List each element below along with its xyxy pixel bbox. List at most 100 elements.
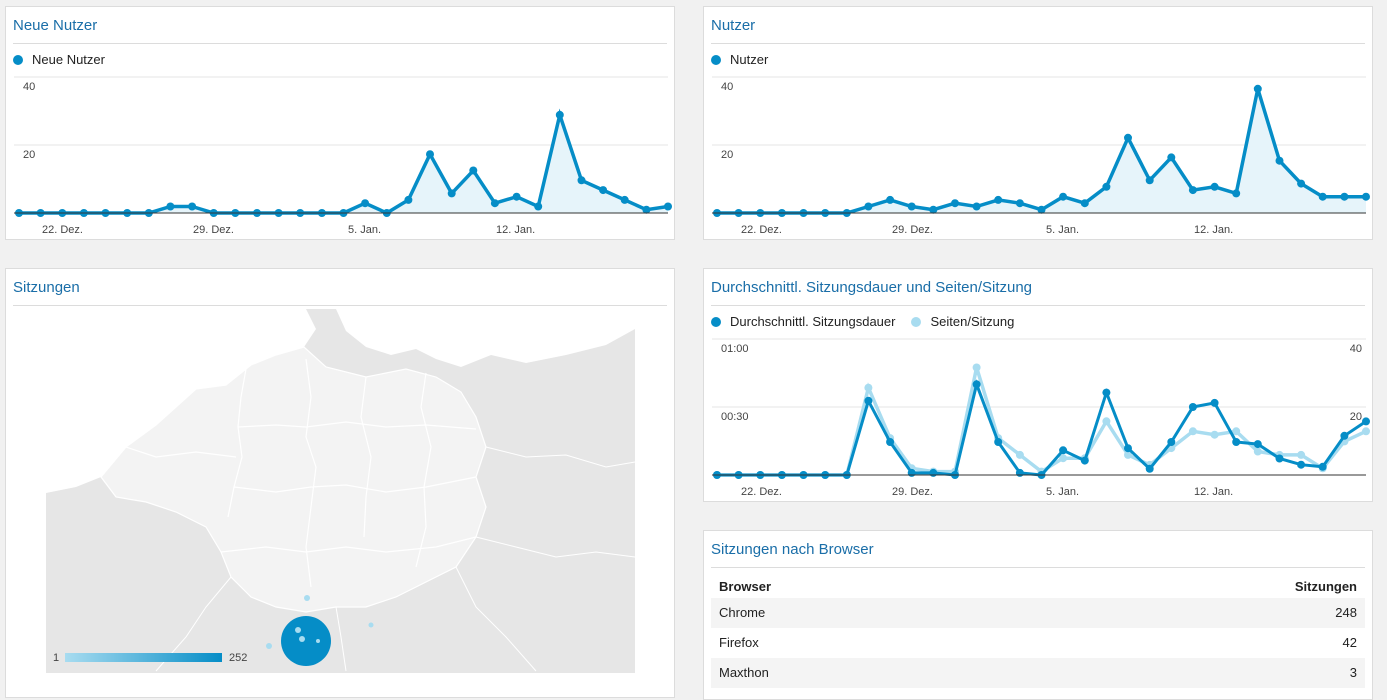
data-point (1015, 199, 1024, 208)
data-point (864, 383, 873, 392)
data-point (1102, 388, 1111, 397)
legend-label: Durchschnittl. Sitzungsdauer (730, 314, 896, 329)
data-point (1188, 186, 1197, 195)
widget-title[interactable]: Durchschnittl. Sitzungsdauer und Seiten/… (711, 279, 1033, 296)
browser-name[interactable]: Maxthon (719, 665, 769, 680)
table-row[interactable]: Maxthon 3 (711, 658, 1365, 688)
legend-dot-icon (711, 54, 721, 65)
series-area (717, 88, 1366, 213)
data-point (972, 363, 981, 372)
data-point (994, 195, 1003, 204)
legend-dot-icon (13, 54, 23, 65)
scale-max-label: 252 (229, 652, 247, 664)
data-point (1080, 199, 1089, 208)
column-header-sessions: Sitzungen (1294, 579, 1357, 594)
map-marker[interactable] (368, 622, 374, 628)
data-point (620, 195, 629, 204)
data-point (1232, 189, 1241, 198)
widget-title[interactable]: Neue Nutzer (13, 17, 98, 34)
data-point (1362, 427, 1370, 436)
series-line (717, 366, 1367, 477)
data-point (907, 468, 916, 477)
data-point (166, 202, 175, 211)
title-divider (711, 567, 1365, 568)
chart-legend[interactable]: Neue Nutzer (13, 52, 105, 67)
legend-item[interactable]: Seiten/Sitzung (911, 314, 1014, 329)
x-tick-label: 12. Jan. (1194, 224, 1233, 236)
widget-users: Nutzer Nutzer 40 20 22. Dez. 29. Dez. 5.… (703, 6, 1373, 240)
data-point (1102, 182, 1111, 191)
data-point (951, 199, 959, 208)
data-point (929, 205, 938, 214)
data-point (404, 195, 413, 204)
data-point (1059, 446, 1068, 455)
map-marker[interactable] (299, 636, 305, 642)
legend-label: Seiten/Sitzung (930, 314, 1015, 329)
data-point (1297, 179, 1306, 188)
data-point (1167, 153, 1176, 162)
data-point (1102, 417, 1111, 426)
data-point (426, 150, 434, 159)
x-tick-label: 29. Dez. (892, 224, 933, 236)
chart-legend[interactable]: Durchschnittl. Sitzungsdauer Seiten/Sitz… (711, 314, 1030, 329)
session-count: 3 (1349, 665, 1357, 680)
map-marker[interactable] (304, 595, 310, 601)
data-point (1059, 454, 1068, 463)
data-point (994, 438, 1003, 446)
y-tick-label: 40 (721, 81, 733, 93)
data-point (1124, 450, 1132, 459)
x-tick-label: 22. Dez. (42, 224, 83, 236)
data-point (1188, 427, 1197, 436)
users-chart[interactable]: 40 20 22. Dez. 29. Dez. 5. Jan. 12. Jan. (704, 75, 1372, 237)
widget-title[interactable]: Nutzer (711, 17, 756, 34)
data-point (1297, 460, 1306, 469)
map-marker[interactable] (266, 643, 272, 649)
data-point (1253, 447, 1262, 456)
data-point (1318, 462, 1327, 471)
data-point (1037, 205, 1046, 214)
table-row[interactable]: Chrome 248 (711, 598, 1365, 628)
data-point (469, 166, 478, 175)
data-point (972, 202, 981, 211)
x-tick-label: 29. Dez. (193, 224, 234, 236)
geo-map[interactable]: 1 252 (6, 307, 674, 687)
legend-label: Nutzer (730, 52, 769, 67)
data-point (1210, 182, 1219, 191)
data-point (886, 195, 895, 204)
data-point (864, 202, 873, 211)
data-point (1275, 454, 1284, 463)
widget-new-users: Neue Nutzer Neue Nutzer 40 20 22. Dez. 2… (5, 6, 675, 240)
column-header-browser: Browser (719, 579, 772, 594)
data-point (361, 199, 370, 208)
data-point (1145, 176, 1154, 185)
x-tick-label: 29. Dez. (892, 486, 933, 498)
legend-item[interactable]: Durchschnittl. Sitzungsdauer (711, 314, 895, 329)
scale-min-label: 1 (53, 652, 59, 664)
data-point (1232, 438, 1241, 446)
y-tick-label-right: 20 (1350, 411, 1362, 423)
x-tick-label: 22. Dez. (741, 224, 782, 236)
browser-name[interactable]: Firefox (719, 635, 759, 650)
data-point (642, 205, 651, 214)
duration-chart[interactable]: 01:00 00:30 40 20 22. Dez. 29. Dez. 5. J… (704, 337, 1372, 499)
data-point (1253, 440, 1262, 449)
data-point (1210, 398, 1219, 407)
map-marker[interactable] (295, 627, 301, 633)
widget-title[interactable]: Sitzungen (13, 279, 80, 296)
session-count: 248 (1335, 605, 1357, 620)
new-users-chart[interactable]: 40 20 22. Dez. 29. Dez. 5. Jan. 12. Jan. (6, 75, 674, 237)
browser-name[interactable]: Chrome (719, 605, 766, 620)
table-row[interactable]: Firefox 42 (711, 628, 1365, 658)
data-point (1253, 84, 1262, 93)
data-point (555, 110, 564, 119)
widget-title[interactable]: Sitzungen nach Browser (711, 541, 874, 558)
map-marker[interactable] (316, 639, 320, 643)
data-point (907, 202, 916, 211)
x-tick-label: 12. Jan. (496, 224, 535, 236)
map-marker[interactable] (281, 616, 331, 666)
data-point (534, 202, 543, 211)
widget-session-duration: Durchschnittl. Sitzungsdauer und Seiten/… (703, 268, 1373, 502)
legend-dot-icon (911, 316, 922, 327)
chart-legend[interactable]: Nutzer (711, 52, 768, 67)
data-point (1124, 444, 1132, 453)
